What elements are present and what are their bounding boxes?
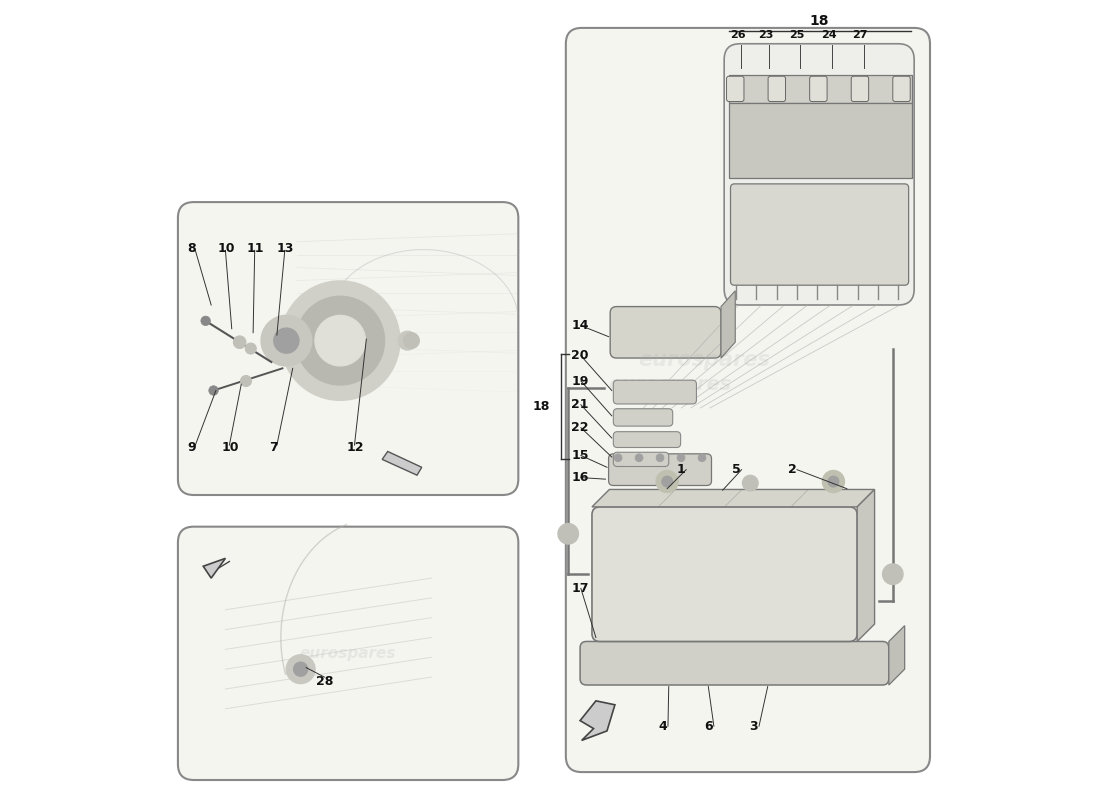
Circle shape — [661, 476, 673, 487]
Text: eurospares: eurospares — [300, 646, 396, 661]
FancyBboxPatch shape — [614, 380, 696, 404]
Text: eurospares: eurospares — [780, 160, 859, 173]
FancyBboxPatch shape — [614, 409, 673, 426]
Text: 24: 24 — [821, 30, 836, 40]
Text: 23: 23 — [758, 30, 773, 40]
Text: 14: 14 — [571, 319, 588, 332]
Circle shape — [286, 655, 315, 683]
Text: 27: 27 — [852, 30, 868, 40]
Polygon shape — [580, 701, 615, 741]
Text: 22: 22 — [571, 422, 588, 434]
FancyBboxPatch shape — [730, 184, 909, 286]
Text: 20: 20 — [571, 349, 588, 362]
FancyBboxPatch shape — [851, 76, 869, 102]
Text: 12: 12 — [346, 441, 364, 454]
Text: 16: 16 — [571, 471, 588, 484]
Circle shape — [635, 454, 643, 462]
Text: 13: 13 — [277, 242, 295, 254]
Polygon shape — [382, 451, 421, 475]
Text: 5: 5 — [733, 463, 740, 476]
FancyBboxPatch shape — [893, 76, 910, 102]
Text: 10: 10 — [221, 441, 239, 454]
FancyBboxPatch shape — [726, 76, 744, 102]
Text: 17: 17 — [571, 582, 588, 595]
Text: 6: 6 — [704, 720, 713, 733]
Polygon shape — [857, 490, 874, 642]
Text: 9: 9 — [187, 441, 196, 454]
Circle shape — [233, 336, 246, 349]
Circle shape — [294, 662, 308, 676]
Text: 15: 15 — [571, 449, 588, 462]
Circle shape — [245, 343, 256, 354]
Circle shape — [656, 470, 679, 493]
FancyBboxPatch shape — [614, 432, 681, 447]
Circle shape — [558, 523, 579, 544]
Polygon shape — [889, 626, 904, 685]
FancyBboxPatch shape — [768, 76, 785, 102]
FancyBboxPatch shape — [608, 454, 712, 486]
Polygon shape — [729, 103, 912, 178]
Circle shape — [398, 331, 417, 350]
Text: 19: 19 — [571, 374, 588, 387]
Text: 28: 28 — [317, 674, 333, 687]
Circle shape — [209, 386, 218, 395]
Circle shape — [274, 328, 299, 354]
Polygon shape — [720, 290, 735, 358]
Circle shape — [656, 454, 664, 462]
Text: eurospares: eurospares — [296, 328, 400, 346]
FancyBboxPatch shape — [614, 452, 669, 466]
Text: eurospares: eurospares — [638, 350, 770, 370]
Circle shape — [614, 454, 622, 462]
Polygon shape — [592, 490, 874, 507]
FancyBboxPatch shape — [178, 526, 518, 780]
Circle shape — [698, 454, 706, 462]
Text: 1: 1 — [676, 463, 685, 476]
Circle shape — [678, 454, 685, 462]
FancyBboxPatch shape — [178, 202, 518, 495]
Text: 26: 26 — [729, 30, 746, 40]
Circle shape — [823, 470, 845, 493]
Circle shape — [241, 375, 252, 386]
Circle shape — [882, 564, 903, 585]
Text: 3: 3 — [749, 720, 758, 733]
Text: 18: 18 — [810, 14, 829, 28]
Circle shape — [201, 316, 210, 326]
FancyBboxPatch shape — [592, 507, 857, 642]
Circle shape — [280, 282, 399, 400]
FancyBboxPatch shape — [810, 76, 827, 102]
Text: 18: 18 — [532, 400, 550, 414]
Circle shape — [261, 315, 311, 366]
Text: 8: 8 — [187, 242, 196, 254]
Circle shape — [828, 476, 839, 487]
Polygon shape — [729, 75, 912, 103]
Text: 7: 7 — [270, 441, 277, 454]
Text: 4: 4 — [659, 720, 668, 733]
Text: 25: 25 — [790, 30, 805, 40]
Text: eurospares: eurospares — [608, 374, 732, 394]
Text: 11: 11 — [246, 242, 264, 254]
Circle shape — [742, 475, 758, 491]
Text: 21: 21 — [571, 398, 588, 411]
FancyBboxPatch shape — [580, 642, 889, 685]
Text: 10: 10 — [218, 242, 235, 254]
Polygon shape — [204, 558, 226, 578]
FancyBboxPatch shape — [565, 28, 930, 772]
Text: 2: 2 — [788, 463, 796, 476]
Circle shape — [315, 315, 365, 366]
FancyBboxPatch shape — [610, 306, 720, 358]
Circle shape — [296, 296, 385, 385]
Circle shape — [404, 333, 419, 349]
FancyBboxPatch shape — [724, 44, 914, 305]
